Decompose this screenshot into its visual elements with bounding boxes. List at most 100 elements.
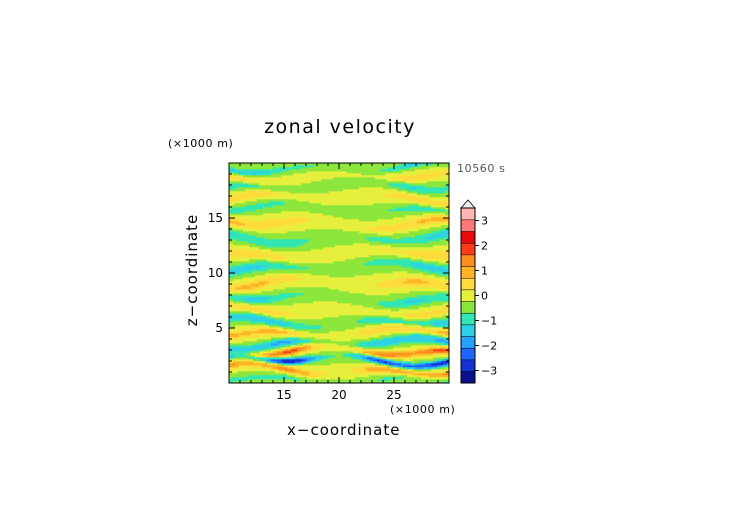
field-cell <box>265 343 268 346</box>
field-cell <box>245 369 248 372</box>
field-cell <box>305 371 308 374</box>
field-cell <box>447 309 450 312</box>
field-cell <box>295 323 298 326</box>
field-cell <box>239 349 242 352</box>
field-cell <box>359 345 362 348</box>
field-cell <box>413 359 416 362</box>
field-cell <box>321 347 324 350</box>
field-cell <box>311 379 314 382</box>
field-cell <box>287 295 290 298</box>
field-cell <box>249 317 252 320</box>
field-cell <box>289 331 292 334</box>
field-cell <box>419 331 422 334</box>
field-cell <box>247 367 250 370</box>
field-cell <box>327 301 330 304</box>
field-cell <box>441 347 444 350</box>
field-cell <box>257 291 260 294</box>
field-cell <box>301 349 304 352</box>
field-cell <box>329 355 332 358</box>
field-cell <box>307 311 310 314</box>
field-cell <box>417 375 420 378</box>
field-cell <box>261 359 264 362</box>
field-cell <box>265 303 268 306</box>
field-cell <box>261 291 264 294</box>
field-cell <box>383 327 386 330</box>
field-cell <box>395 355 398 358</box>
field-cell <box>275 321 278 324</box>
field-cell <box>433 351 436 354</box>
field-cell <box>377 325 380 328</box>
field-cell <box>303 363 306 366</box>
field-cell <box>299 329 302 332</box>
field-cell <box>421 329 424 332</box>
field-cell <box>375 351 378 354</box>
field-cell <box>289 365 292 368</box>
field-cell <box>311 297 314 300</box>
field-cell <box>345 357 348 360</box>
field-cell <box>421 373 424 376</box>
field-cell <box>275 347 278 350</box>
field-cell <box>277 335 280 338</box>
field-cell <box>249 371 252 374</box>
field-cell <box>281 299 284 302</box>
field-cell <box>343 351 346 354</box>
field-cell <box>391 321 394 324</box>
field-cell <box>297 295 300 298</box>
field-cell <box>363 311 366 314</box>
field-cell <box>307 325 310 328</box>
field-cell <box>245 343 248 346</box>
field-cell <box>239 345 242 348</box>
field-cell <box>277 347 280 350</box>
field-cell <box>435 341 438 344</box>
field-cell <box>413 307 416 310</box>
field-cell <box>331 333 334 336</box>
field-cell <box>289 295 292 298</box>
field-cell <box>347 297 350 300</box>
field-cell <box>253 307 256 310</box>
field-cell <box>287 309 290 312</box>
field-cell <box>355 307 358 310</box>
field-cell <box>439 331 442 334</box>
field-cell <box>253 353 256 356</box>
field-cell <box>429 343 432 346</box>
field-cell <box>297 307 300 310</box>
field-cell <box>281 323 284 326</box>
field-cell <box>349 361 352 364</box>
field-cell <box>383 371 386 374</box>
field-cell <box>297 293 300 296</box>
field-cell <box>417 355 420 358</box>
field-cell <box>287 359 290 362</box>
field-cell <box>293 353 296 356</box>
field-cell <box>369 341 372 344</box>
field-cell <box>379 293 382 296</box>
field-cell <box>397 293 400 296</box>
velocity-field <box>229 163 450 384</box>
field-cell <box>317 313 320 316</box>
field-cell <box>243 365 246 368</box>
field-cell <box>307 309 310 312</box>
field-cell <box>363 305 366 308</box>
field-cell <box>361 315 364 318</box>
field-cell <box>387 375 390 378</box>
field-cell <box>379 381 382 384</box>
field-cell <box>415 321 418 324</box>
field-cell <box>439 303 442 306</box>
field-cell <box>277 303 280 306</box>
field-cell <box>285 351 288 354</box>
field-cell <box>245 319 248 322</box>
field-cell <box>367 375 370 378</box>
field-cell <box>257 377 260 380</box>
field-cell <box>283 355 286 358</box>
field-cell <box>263 361 266 364</box>
field-cell <box>253 299 256 302</box>
field-cell <box>417 373 420 376</box>
field-cell <box>301 339 304 342</box>
field-cell <box>269 337 272 340</box>
field-cell <box>315 329 318 332</box>
field-cell <box>229 357 232 360</box>
field-cell <box>237 335 240 338</box>
field-cell <box>273 317 276 320</box>
field-cell <box>371 363 374 366</box>
field-cell <box>229 309 232 312</box>
field-cell <box>377 341 380 344</box>
